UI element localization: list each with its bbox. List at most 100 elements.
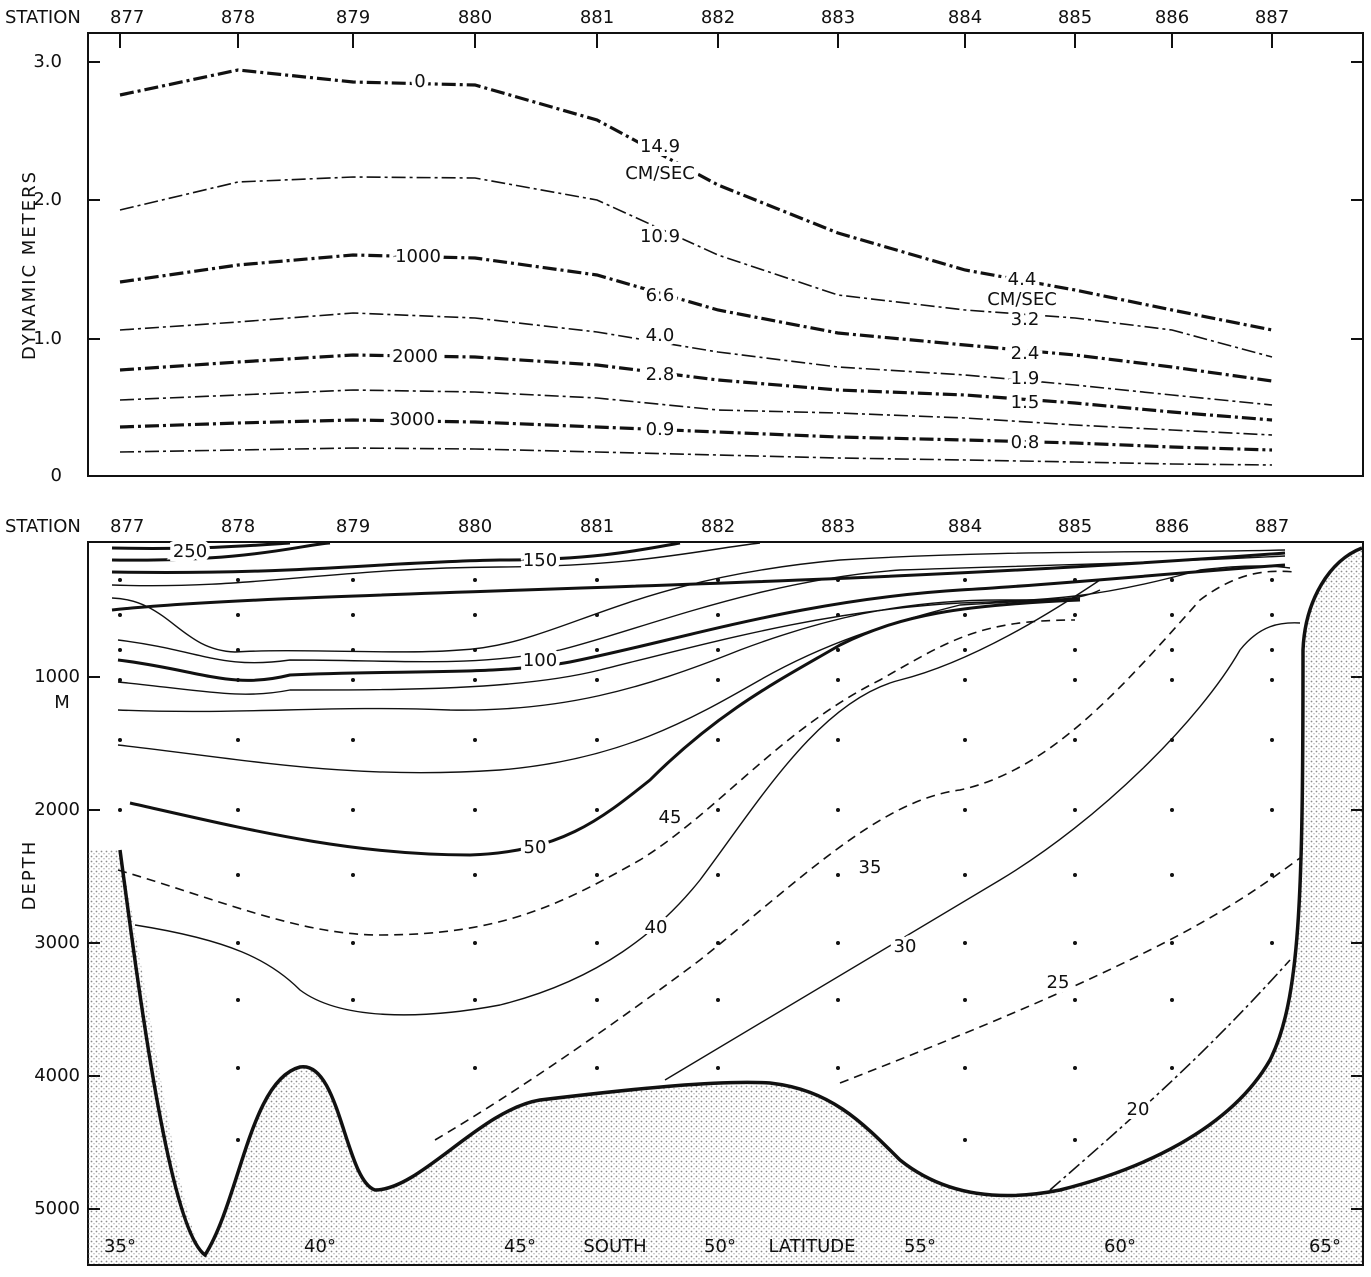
sample-dot [1270, 613, 1274, 617]
contour-label: 30 [894, 936, 917, 957]
sample-dot [351, 808, 355, 812]
top-contour-labels: 0 14.9 CM/SEC 10.9 1000 6.6 4.0 2000 2.8 3000 0.9 4… [385, 67, 1061, 457]
sample-dot [1073, 998, 1077, 1002]
y-axis-label: DEPTH [19, 840, 40, 911]
sample-dot [351, 738, 355, 742]
seabed-shading [88, 548, 1362, 1264]
sample-dot [351, 873, 355, 877]
sample-dot [1270, 648, 1274, 652]
sample-dot [963, 941, 967, 945]
sample-dot [351, 613, 355, 617]
sample-dot [1073, 738, 1077, 742]
sample-dot [118, 613, 122, 617]
seabed-line [118, 546, 1363, 1258]
station-label: 884 [948, 7, 982, 28]
sample-dot [1073, 808, 1077, 812]
station-label: 887 [1255, 7, 1289, 28]
y-axis-label: DYNAMIC METERS [19, 170, 40, 360]
contour-label: 0 [414, 71, 425, 92]
contour-label: CM/SEC [987, 289, 1057, 310]
sample-dot [716, 578, 720, 582]
contour-label: 1000 [395, 246, 441, 267]
latitude-label: 50° [704, 1236, 736, 1257]
station-label: 882 [701, 516, 735, 537]
sample-dot [716, 648, 720, 652]
sample-dot [351, 578, 355, 582]
sample-dot [236, 1138, 240, 1142]
station-label: 887 [1255, 516, 1289, 537]
sample-dot [1270, 808, 1274, 812]
sample-dot [473, 648, 477, 652]
contour-label: 50 [524, 837, 547, 858]
sample-dot [1170, 1066, 1174, 1070]
bottom-contour-labels: 250 150 100 50 45 40 35 30 25 20 [169, 537, 1154, 1124]
station-label: 878 [221, 516, 255, 537]
sample-dot [118, 738, 122, 742]
contour-label: 0.9 [646, 419, 675, 440]
latitude-label: 55° [904, 1236, 936, 1257]
sample-dot [473, 941, 477, 945]
station-label: 883 [821, 7, 855, 28]
contour-label: 35 [859, 857, 882, 878]
sample-dot [716, 808, 720, 812]
sample-dot [1270, 738, 1274, 742]
station-label: 878 [221, 7, 255, 28]
sample-dot [236, 941, 240, 945]
sample-dot [963, 738, 967, 742]
sample-dot [351, 678, 355, 682]
sample-dot [473, 998, 477, 1002]
sample-dot [836, 808, 840, 812]
sample-dot [1170, 648, 1174, 652]
contour-label: 25 [1047, 972, 1070, 993]
station-label: 880 [458, 7, 492, 28]
y-tick-label: 5000 [34, 1198, 80, 1219]
x-axis-word: LATITUDE [768, 1236, 855, 1257]
sample-dot [473, 873, 477, 877]
contour-label: 2.8 [646, 364, 675, 385]
sample-dot [836, 941, 840, 945]
sample-dot [118, 678, 122, 682]
top-frame [87, 32, 1364, 477]
sample-dot [236, 998, 240, 1002]
station-label: 877 [110, 516, 144, 537]
sample-dot [1073, 678, 1077, 682]
sample-dot [1073, 613, 1077, 617]
sample-dot [473, 678, 477, 682]
y-tick-label: 4000 [34, 1065, 80, 1086]
sample-dot [595, 808, 599, 812]
station-label: 881 [580, 7, 614, 28]
sample-dot [1073, 873, 1077, 877]
sample-dot [1170, 808, 1174, 812]
sample-dot [236, 678, 240, 682]
sample-dot [595, 648, 599, 652]
sample-dot [1073, 941, 1077, 945]
station-label: 880 [458, 516, 492, 537]
contour-label: 6.6 [646, 285, 675, 306]
station-word: STATION [5, 516, 81, 537]
station-label: 881 [580, 516, 614, 537]
sample-dot [236, 1066, 240, 1070]
sample-dot [1073, 578, 1077, 582]
contour-label: CM/SEC [625, 163, 695, 184]
contour-label: 4.0 [646, 325, 675, 346]
sample-dot [595, 941, 599, 945]
contour-label: 1.9 [1011, 368, 1040, 389]
latitude-label: 40° [304, 1236, 336, 1257]
sample-dot [716, 873, 720, 877]
sample-dot [236, 808, 240, 812]
sample-dot [1170, 873, 1174, 877]
contour-label: 10.9 [640, 226, 680, 247]
sample-dot [963, 808, 967, 812]
sample-dot [1270, 873, 1274, 877]
latitude-label: 35° [104, 1236, 136, 1257]
station-label: 877 [110, 7, 144, 28]
latitude-label: 65° [1309, 1236, 1341, 1257]
station-label: 886 [1155, 7, 1189, 28]
station-label: 883 [821, 516, 855, 537]
contour-label: 3000 [389, 409, 435, 430]
station-label: 885 [1058, 516, 1092, 537]
contour-label: 45 [659, 807, 682, 828]
sample-dot [236, 738, 240, 742]
sample-dot [963, 1066, 967, 1070]
latitude-label: 45° [504, 1236, 536, 1257]
